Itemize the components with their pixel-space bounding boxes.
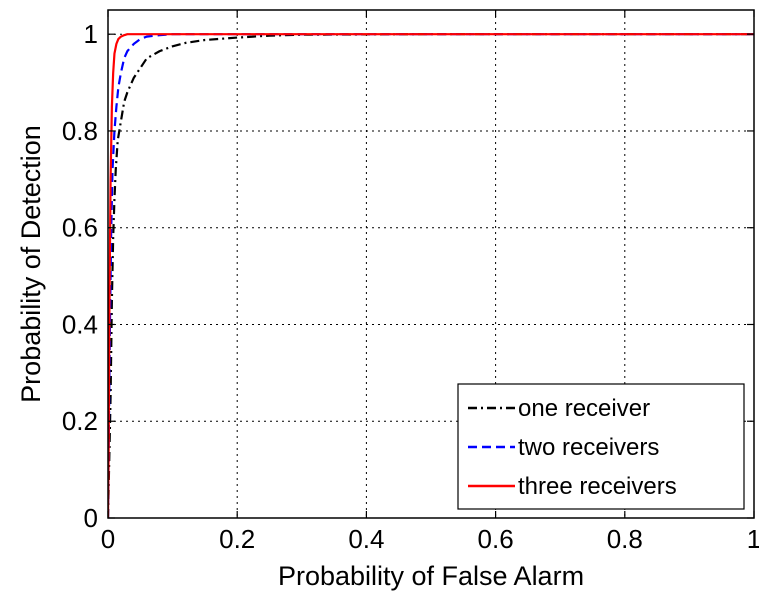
legend-box (457, 383, 745, 510)
series-line-1 (108, 33, 754, 518)
grid (108, 10, 754, 518)
legend: one receiver two receivers three receivers (457, 383, 745, 510)
x-axis-label: Probability of False Alarm (278, 561, 584, 591)
x-tick-label: 0.6 (478, 524, 514, 554)
x-tick-label: 0 (101, 524, 115, 554)
y-tick-label: 0.6 (62, 213, 98, 243)
legend-label-2: two receivers (518, 434, 659, 461)
legend-label-1: one receiver (518, 395, 650, 422)
y-tick-label: 1 (84, 19, 98, 49)
x-tick-label: 1 (747, 524, 759, 554)
y-tick-label: 0.2 (62, 406, 98, 436)
series-line-2 (108, 33, 754, 518)
x-tick-label: 0.4 (348, 524, 384, 554)
legend-label-3: three receivers (518, 473, 677, 500)
y-tick-label: 0.8 (62, 116, 98, 146)
x-tick-label: 0.8 (607, 524, 643, 554)
plot-frame (107, 9, 755, 519)
y-tick-label: 0.4 (62, 309, 98, 339)
x-tick-label: 0.2 (219, 524, 255, 554)
y-tick-label: 0 (84, 503, 98, 533)
ticks: 0 0.2 0.4 0.6 0.8 1 0 0.2 0.4 0.6 0.8 1 (62, 10, 759, 554)
y-axis-label: Probability of Detection (16, 125, 46, 403)
